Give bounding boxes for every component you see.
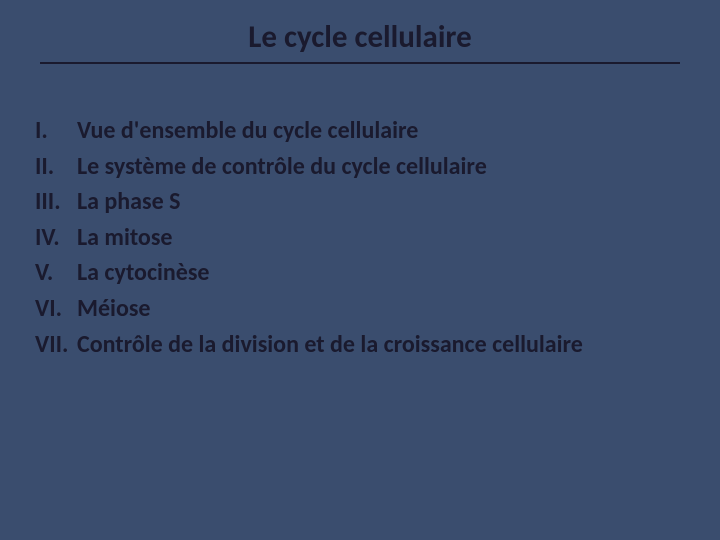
- slide-title: Le cycle cellulaire: [248, 18, 471, 56]
- list-text: La phase S: [77, 185, 180, 219]
- list-text: Le système de contrôle du cycle cellulai…: [77, 150, 487, 184]
- list-text: La mitose: [77, 221, 172, 255]
- list-item: V. La cytocinèse: [35, 256, 690, 290]
- list-item: III. La phase S: [35, 185, 690, 219]
- list-numeral: VII.: [35, 328, 77, 362]
- list-numeral: V.: [35, 256, 77, 290]
- outline-list: I. Vue d'ensemble du cycle cellulaire II…: [30, 114, 690, 361]
- slide-container: Le cycle cellulaire I. Vue d'ensemble du…: [0, 0, 720, 540]
- list-numeral: III.: [35, 185, 77, 219]
- title-underline: [40, 62, 680, 64]
- list-numeral: IV.: [35, 221, 77, 255]
- list-item: IV. La mitose: [35, 221, 690, 255]
- list-item: VII. Contrôle de la division et de la cr…: [35, 328, 690, 362]
- list-item: II. Le système de contrôle du cycle cell…: [35, 150, 690, 184]
- list-numeral: I.: [35, 114, 77, 148]
- list-text: Méiose: [77, 292, 151, 326]
- list-numeral: VI.: [35, 292, 77, 326]
- list-item: VI. Méiose: [35, 292, 690, 326]
- list-item: I. Vue d'ensemble du cycle cellulaire: [35, 114, 690, 148]
- title-container: Le cycle cellulaire: [30, 18, 690, 56]
- list-text: La cytocinèse: [77, 256, 210, 290]
- list-text: Vue d'ensemble du cycle cellulaire: [77, 114, 418, 148]
- list-numeral: II.: [35, 150, 77, 184]
- list-text: Contrôle de la division et de la croissa…: [77, 328, 583, 362]
